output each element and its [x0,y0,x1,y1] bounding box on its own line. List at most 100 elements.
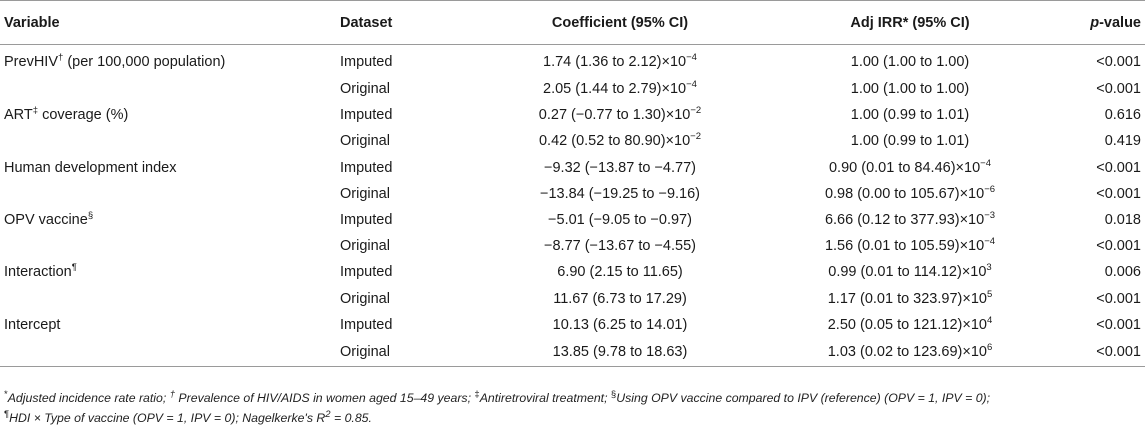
cell-adj-irr: 1.00 (1.00 to 1.00) [770,76,1050,102]
cell-p-value: <0.001 [1050,337,1145,367]
cell-variable [0,337,340,367]
cell-variable [0,286,340,312]
irr-exponent: 6 [986,342,993,354]
coefficient-value: 2.05 (1.44 to 2.79)×10 [543,81,687,98]
coefficient-exponent: −2 [690,131,701,143]
irr-value: 6.66 (0.12 to 377.93)×10 [824,212,985,229]
cell-variable [0,233,340,259]
cell-p-value: <0.001 [1096,290,1141,307]
cell-adj-irr: 1.00 (1.00 to 1.00) [770,45,1050,77]
cell-p-value: 0.419 [1104,133,1141,150]
variable-name: OPV vaccine [4,212,88,229]
cell-adj-irr: 0.99 (0.01 to 114.12)×103 [770,259,1050,285]
table-body: PrevHIV† (per 100,000 population) Imputed… [0,45,1145,367]
cell-coefficient: 2.05 (1.44 to 2.79)×10−4 [470,76,770,102]
header-coefficient: Coefficient (95% CI) [470,0,770,45]
table-row: Intercept Imputed 10.13 (6.25 to 14.01) 2.5… [0,312,1145,338]
variable-suffix: coverage (%) [38,107,129,124]
coefficient-value: −5.01 (−9.05 to −0.97) [548,212,692,229]
irr-exponent: −4 [980,157,991,169]
cell-dataset: Imputed [340,212,393,229]
cell-dataset: Imputed [340,159,393,176]
footnote-marker-dagger: † [169,388,176,400]
header-p-value: p-value [1050,0,1145,45]
coefficient-value: 10.13 (6.25 to 14.01) [552,316,688,333]
cell-adj-irr: 6.66 (0.12 to 377.93)×10−3 [770,207,1050,233]
table-row: OPV vaccine§ Imputed −5.01 (−9.05 to −0.97… [0,207,1145,233]
footnote-marker-asterisk: * [4,388,8,400]
variable-footnote-marker: † [58,51,64,63]
footnote-text-4: Using OPV vaccine compared to IPV (refer… [616,391,991,405]
cell-dataset: Imputed [340,53,393,70]
coefficient-value: 11.67 (6.73 to 17.29) [553,290,687,307]
variable-name: ART [4,107,33,124]
cell-coefficient: −8.77 (−13.67 to −4.55) [470,233,770,259]
cell-p-value: <0.001 [1096,81,1141,98]
table-row: Original −8.77 (−13.67 to −4.55) 1.56 (0.0… [0,233,1145,259]
irr-value: 0.99 (0.01 to 114.12)×10 [828,264,987,281]
cell-dataset: Imputed [340,316,393,333]
variable-footnote-marker: ¶ [71,262,77,274]
cell-adj-irr: 1.17 (0.01 to 323.97)×105 [770,286,1050,312]
irr-exponent: −3 [984,210,996,222]
table-footnote: *Adjusted incidence rate ratio; † Preval… [4,388,1139,428]
irr-value: 0.98 (0.00 to 105.67)×10 [824,185,985,202]
table-row: ART‡ coverage (%) Imputed 0.27 (−0.77 to 1… [0,102,1145,128]
variable-name: Intercept [4,316,61,333]
irr-exponent: −6 [984,184,996,196]
cell-coefficient: 1.74 (1.36 to 2.12)×10−4 [470,45,770,77]
header-variable: Variable [0,0,340,45]
cell-coefficient: −9.32 (−13.87 to −4.77) [470,155,770,181]
cell-dataset: Original [340,238,390,255]
cell-coefficient: −13.84 (−19.25 to −9.16) [470,181,770,207]
cell-dataset: Imputed [340,264,393,281]
results-table-container: Variable Dataset Coefficient (95% CI) Ad… [0,0,1145,367]
cell-coefficient: 10.13 (6.25 to 14.01) [470,312,770,338]
coefficient-exponent: −4 [686,51,697,63]
cell-adj-irr: 0.90 (0.01 to 84.46)×10−4 [770,155,1050,181]
cell-variable: Human development index [0,155,340,181]
cell-variable [0,128,340,154]
cell-coefficient: 13.85 (9.78 to 18.63) [470,337,770,367]
variable-name: Human development index [4,159,177,176]
table-row: Original 0.42 (0.52 to 80.90)×10−2 1.00 (0… [0,128,1145,154]
irr-value: 1.00 (0.99 to 1.01) [850,107,970,124]
cell-p-value: <0.001 [1096,53,1141,70]
variable-suffix: (per 100,000 population) [63,53,226,70]
coefficient-exponent: −2 [690,105,702,117]
cell-dataset: Original [340,290,390,307]
irr-exponent: 5 [986,288,993,300]
cell-adj-irr: 1.03 (0.02 to 123.69)×106 [770,337,1050,367]
irr-exponent: 4 [986,314,993,326]
table-row: PrevHIV† (per 100,000 population) Imputed… [0,45,1145,77]
cell-dataset: Original [340,133,390,150]
cell-variable: OPV vaccine§ [0,207,340,233]
coefficient-value: 0.42 (0.52 to 80.90)×10 [538,133,691,150]
irr-value: 1.00 (0.99 to 1.01) [850,133,970,150]
variable-footnote-marker: ‡ [32,105,39,117]
table-header-row: Variable Dataset Coefficient (95% CI) Ad… [0,0,1145,45]
coefficient-value: −9.32 (−13.87 to −4.77) [544,159,696,176]
table-row: Original 11.67 (6.73 to 17.29) 1.17 (0.01 … [0,286,1145,312]
irr-value: 1.17 (0.01 to 323.97)×10 [827,290,987,307]
cell-dataset: Original [340,81,390,98]
cell-adj-irr: 0.98 (0.00 to 105.67)×10−6 [770,181,1050,207]
coefficient-value: −8.77 (−13.67 to −4.55) [544,238,696,255]
cell-coefficient: 0.42 (0.52 to 80.90)×10−2 [470,128,770,154]
cell-dataset: Imputed [340,107,393,124]
cell-adj-irr: 1.56 (0.01 to 105.59)×10−4 [770,233,1050,259]
table-row: Original 13.85 (9.78 to 18.63) 1.03 (0.02 … [0,337,1145,367]
footnote-text-1: Adjusted incidence rate ratio; [7,391,170,405]
cell-p-value: <0.001 [1096,316,1141,333]
irr-exponent: 3 [986,262,992,274]
irr-value: 0.90 (0.01 to 84.46)×10 [828,159,981,176]
header-adj-irr: Adj IRR* (95% CI) [770,0,1050,45]
cell-coefficient: −5.01 (−9.05 to −0.97) [470,207,770,233]
footnote-text-3: Antiretroviral treatment; [479,391,611,405]
coefficient-value: 13.85 (9.78 to 18.63) [552,343,688,360]
footnote-text-2: Prevalence of HIV/AIDS in women aged 15–… [175,391,475,405]
cell-adj-irr: 1.00 (0.99 to 1.01) [770,102,1050,128]
irr-value: 1.03 (0.02 to 123.69)×10 [827,343,987,360]
footnote-text-5: HDI × Type of vaccine (OPV = 1, IPV = 0)… [9,411,326,425]
cell-p-value: <0.001 [1096,238,1141,255]
